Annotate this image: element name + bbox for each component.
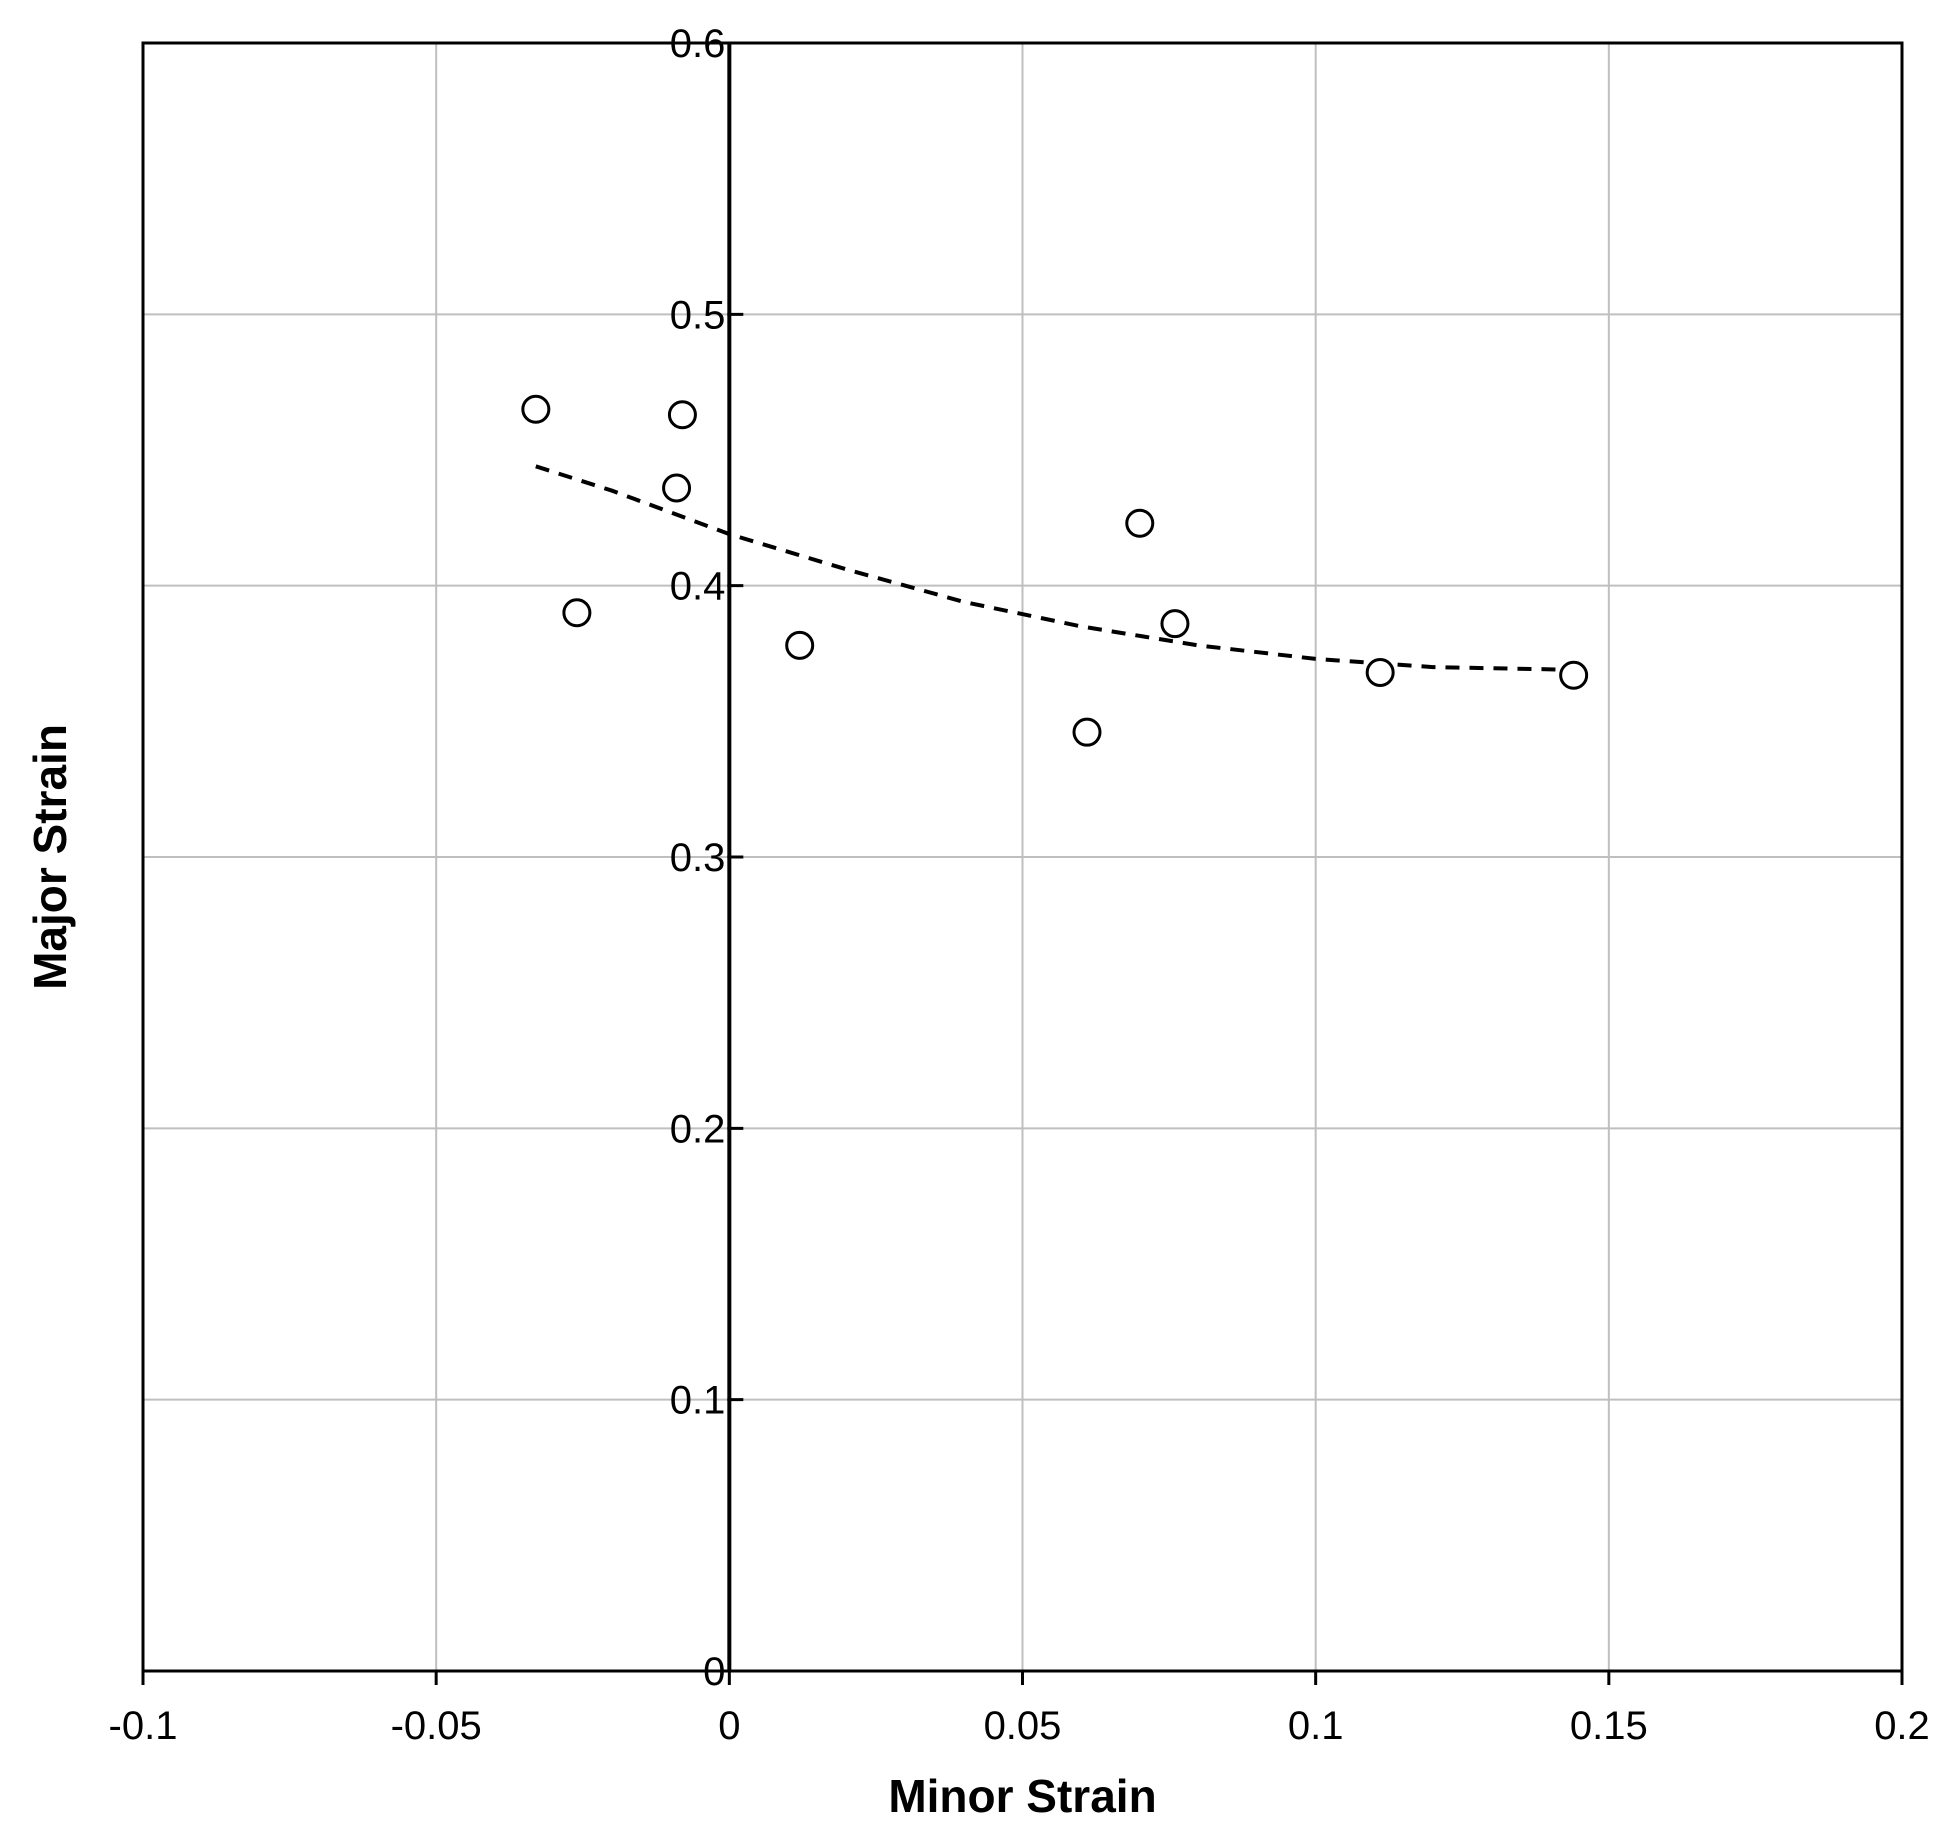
grid-lines (143, 43, 1902, 1671)
y-tick-label: 0.3 (670, 836, 726, 880)
data-point (1559, 660, 1589, 690)
data-series (521, 394, 1589, 747)
x-tick-label: 0.15 (1570, 1704, 1648, 1748)
data-point (562, 598, 592, 628)
y-tick-label: 0.6 (670, 22, 726, 66)
x-tick-label: 0.2 (1874, 1704, 1930, 1748)
data-point (1125, 508, 1155, 538)
data-point (662, 473, 692, 503)
x-tick-label: 0.1 (1288, 1704, 1344, 1748)
x-axis-title: Minor Strain (888, 1770, 1156, 1822)
axes (141, 41, 1904, 1685)
data-point (521, 394, 551, 424)
x-tick-label: 0.05 (984, 1704, 1062, 1748)
y-tick-label: 0.2 (670, 1107, 726, 1151)
y-tick-label: 0.5 (670, 293, 726, 337)
x-tick-label: 0 (718, 1704, 740, 1748)
y-axis-title: Major Strain (24, 724, 76, 990)
data-point (1072, 717, 1102, 747)
data-point (1160, 609, 1190, 639)
data-point (667, 400, 697, 430)
data-point (1365, 657, 1395, 687)
x-tick-label: -0.05 (391, 1704, 482, 1748)
y-tick-label: 0.1 (670, 1379, 726, 1423)
y-tick-label: 0 (703, 1650, 725, 1694)
data-point (785, 630, 815, 660)
tick-labels: -0.1 -0.05 0 0.05 0.1 0.15 0.2 0 0.1 0.2 0.3 0.4 0.5… (109, 22, 1930, 1748)
y-tick-label: 0.4 (670, 565, 726, 609)
x-tick-label: -0.1 (109, 1704, 178, 1748)
